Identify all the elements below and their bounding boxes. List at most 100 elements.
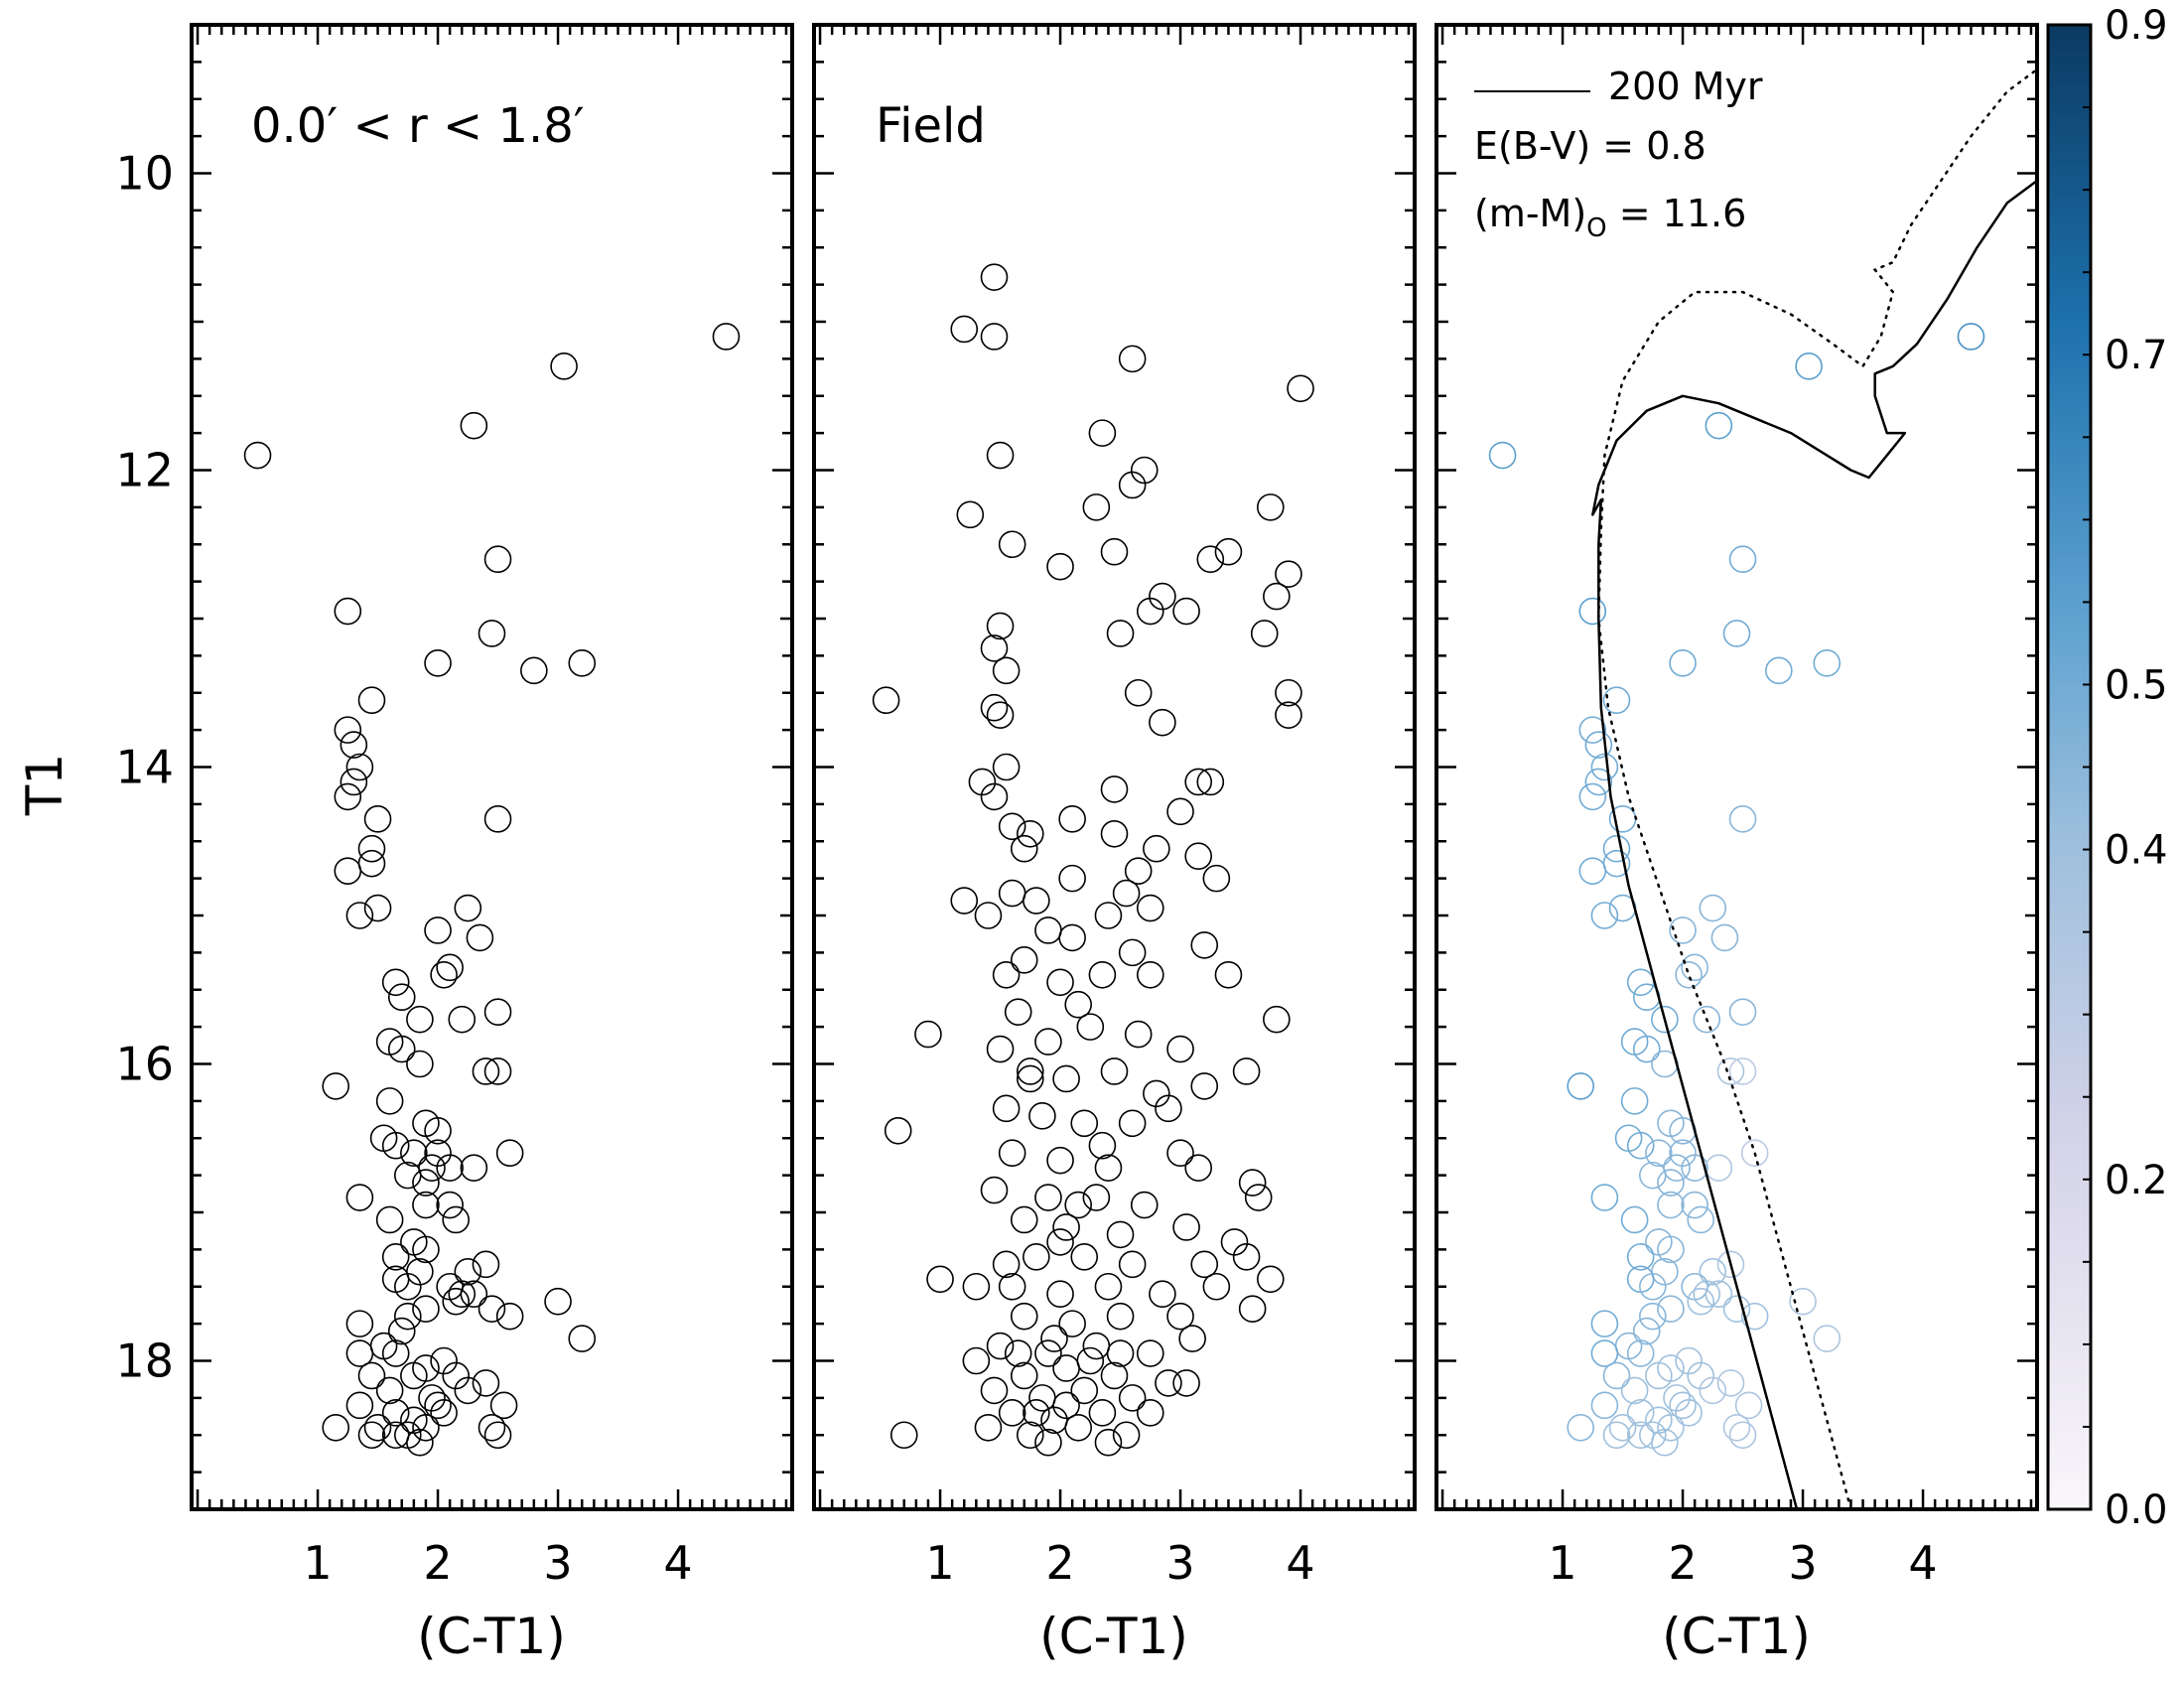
- colorbar-tick-label: 0.4: [2105, 828, 2168, 874]
- data-point: [1052, 1213, 1080, 1241]
- data-point: [460, 1280, 488, 1309]
- data-point: [914, 1020, 942, 1049]
- data-point: [478, 1413, 506, 1442]
- x-tick-label: 2: [1045, 1536, 1074, 1590]
- data-point: [1196, 545, 1225, 574]
- data-point: [412, 1235, 440, 1264]
- data-point: [1017, 819, 1044, 848]
- data-point: [1214, 537, 1243, 566]
- colorbar-tick-label: 0.5: [2105, 662, 2168, 708]
- data-point: [568, 649, 597, 677]
- data-point: [334, 597, 362, 626]
- data-point: [1082, 1184, 1111, 1211]
- data-point: [322, 1413, 350, 1442]
- data-point: [1010, 1361, 1038, 1390]
- data-point: [1058, 864, 1086, 893]
- data-point: [1250, 620, 1279, 647]
- data-point: [1238, 1295, 1267, 1323]
- panel-field-points: [872, 263, 1314, 1457]
- panel-field: 1 2 3 4 Field (C-T1): [812, 23, 1417, 1665]
- data-point: [1639, 1161, 1667, 1190]
- data-point: [381, 1131, 410, 1160]
- data-point: [1632, 1035, 1661, 1063]
- data-point: [375, 1087, 404, 1115]
- data-point: [1626, 1131, 1655, 1160]
- data-point: [872, 686, 900, 715]
- data-point: [448, 1005, 477, 1034]
- data-point: [980, 323, 1009, 351]
- data-point: [424, 1391, 452, 1420]
- data-point: [1584, 731, 1613, 759]
- data-point: [1675, 960, 1703, 989]
- data-point: [1687, 1287, 1714, 1316]
- data-point: [1058, 923, 1086, 952]
- data-point: [357, 686, 386, 715]
- data-point: [1214, 960, 1243, 989]
- data-point: [1124, 857, 1153, 885]
- data-point: [998, 1139, 1026, 1167]
- data-point: [436, 1154, 464, 1182]
- data-point: [1705, 411, 1733, 440]
- data-point: [1076, 1013, 1105, 1041]
- data-point: [1082, 1332, 1111, 1360]
- data-point: [1626, 1243, 1655, 1271]
- data-point: [448, 1280, 477, 1309]
- data-point: [1094, 902, 1123, 929]
- legend-distance-modulus-prefix: (m-M): [1474, 192, 1586, 235]
- data-point: [1626, 1399, 1655, 1427]
- colorbar: 0.0 0.2 0.4 0.5 0.7 0.9: [2046, 3, 2168, 1533]
- data-point: [980, 634, 1009, 662]
- data-point: [1100, 819, 1129, 848]
- data-point: [412, 1413, 440, 1442]
- data-point: [1052, 1064, 1080, 1093]
- x-tick-label: 1: [1548, 1536, 1576, 1590]
- data-point: [1669, 1391, 1697, 1420]
- colorbar-tick-label: 0.7: [2105, 333, 2168, 378]
- data-point: [992, 753, 1021, 781]
- data-point: [393, 1302, 422, 1331]
- data-point: [340, 731, 368, 759]
- data-point: [340, 768, 368, 796]
- data-point: [1716, 1057, 1745, 1085]
- data-point: [1017, 1064, 1044, 1093]
- colorbar-ticks: 0.0 0.2 0.4 0.5 0.7 0.9: [2083, 3, 2168, 1533]
- data-point: [412, 1169, 440, 1196]
- data-point: [1257, 1265, 1285, 1294]
- data-point: [1257, 493, 1285, 521]
- legend-reddening: E(B-V) = 0.8: [1474, 124, 1706, 168]
- data-point: [1590, 1391, 1619, 1420]
- data-point: [1034, 1028, 1062, 1055]
- data-point: [520, 656, 548, 685]
- data-point: [1645, 1139, 1673, 1167]
- data-point: [1657, 1191, 1685, 1219]
- data-point: [1238, 1169, 1267, 1196]
- data-point: [442, 1205, 471, 1234]
- data-point: [1789, 1287, 1817, 1316]
- data-point: [1567, 1072, 1594, 1100]
- data-point: [1728, 805, 1757, 833]
- data-point: [1639, 1302, 1667, 1331]
- data-point: [1070, 1243, 1099, 1271]
- data-point: [1602, 1361, 1631, 1390]
- data-point: [1620, 1376, 1649, 1405]
- data-point: [1578, 782, 1607, 811]
- isochrone-dotted: [1597, 68, 2037, 1509]
- x-tick-label: 1: [925, 1536, 954, 1590]
- data-point: [1232, 1243, 1261, 1271]
- data-point: [1699, 1376, 1727, 1405]
- data-point: [1699, 1258, 1727, 1286]
- data-point: [974, 902, 1003, 929]
- data-point: [986, 701, 1015, 729]
- data-point: [1590, 1184, 1619, 1211]
- data-point: [950, 315, 979, 344]
- data-point: [1010, 1302, 1038, 1331]
- data-point: [1275, 560, 1302, 588]
- data-point: [1106, 1339, 1135, 1367]
- data-point: [1645, 1361, 1673, 1390]
- data-point: [1608, 1413, 1637, 1442]
- data-point: [1202, 1272, 1231, 1301]
- data-point: [393, 1161, 422, 1190]
- data-point: [1740, 1302, 1769, 1331]
- data-point: [1070, 1376, 1099, 1405]
